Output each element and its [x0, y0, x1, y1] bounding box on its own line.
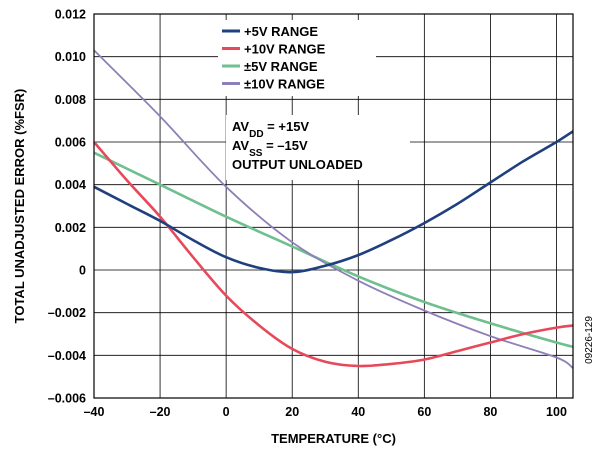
series-line-3: [93, 49, 574, 369]
y-tick-label: 0.012: [55, 8, 86, 22]
annotation-main: AV: [232, 138, 249, 153]
y-tick-label: 0.002: [55, 221, 86, 235]
x-tick-label: 60: [417, 405, 431, 419]
annotation-main: AV: [232, 119, 249, 134]
legend-background: [218, 20, 376, 96]
annotation-line: AVDD = +15V: [232, 119, 309, 140]
annotation-main: OUTPUT UNLOADED: [232, 157, 363, 172]
x-tick-label: 40: [351, 405, 365, 419]
x-tick-labels: –40 –20 0 20 40 60 80 100: [84, 405, 567, 419]
annotation-subscript: SS: [249, 148, 263, 159]
y-tick-label: –0.004: [48, 349, 86, 363]
annotation-line: OUTPUT UNLOADED: [232, 157, 363, 172]
series-lines: [93, 49, 574, 369]
x-tick-label: 0: [223, 405, 230, 419]
y-tick-labels: –0.006 –0.004 –0.002 0 0.002 0.004 0.006 0.008 0…: [48, 8, 86, 406]
x-tick-label: 100: [546, 405, 567, 419]
y-tick-label: 0: [79, 264, 86, 278]
annotation-value: = –15V: [262, 138, 308, 153]
annotation-subscript: DD: [249, 129, 263, 140]
legend-label: +5V RANGE: [244, 24, 318, 39]
legend-label: ±5V RANGE: [244, 59, 318, 74]
legend: +5V RANGE +10V RANGE ±5V RANGE ±10V RANGE: [222, 24, 326, 92]
annotation-background: [226, 115, 410, 180]
series-line-0: [93, 130, 574, 274]
y-tick-label: 0.008: [55, 93, 86, 107]
x-tick-label: 80: [483, 405, 497, 419]
x-tick-label: –40: [84, 405, 105, 419]
plot-frame: [93, 13, 574, 399]
x-axis-title: TEMPERATURE (°C): [271, 431, 396, 446]
series-line-2: [93, 151, 574, 349]
annotation-value: = +15V: [264, 119, 310, 134]
series-line-1: [93, 141, 574, 368]
y-tick-label: –0.002: [48, 306, 86, 320]
legend-label: +10V RANGE: [244, 42, 326, 57]
y-tick-label: 0.006: [55, 136, 86, 150]
y-axis-title: TOTAL UNADJUSTED ERROR (%FSR): [12, 89, 27, 324]
x-tick-label: –20: [150, 405, 171, 419]
legend-label: ±10V RANGE: [244, 77, 325, 92]
y-tick-label: –0.006: [48, 392, 86, 406]
figure-id: 09226-129: [584, 316, 595, 364]
annotation-line: AVSS = –15V: [232, 138, 308, 159]
y-tick-label: 0.004: [55, 178, 86, 192]
x-tick-label: 20: [285, 405, 299, 419]
y-tick-label: 0.010: [55, 50, 86, 64]
